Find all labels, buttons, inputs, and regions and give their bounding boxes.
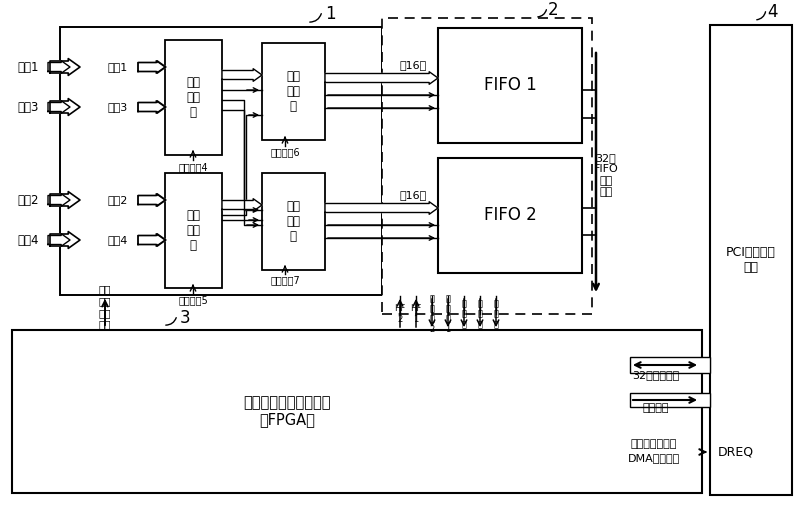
Text: DREQ: DREQ	[718, 445, 754, 459]
Bar	[710, 25, 792, 495]
Bar	[630, 393, 710, 407]
Polygon shape	[50, 191, 80, 208]
Text: FIFO 1: FIFO 1	[484, 76, 536, 94]
Text: 高16位: 高16位	[399, 190, 426, 200]
Text: DMA传输启动: DMA传输启动	[628, 453, 680, 463]
Text: 选择控制7: 选择控制7	[270, 275, 300, 285]
Text: 通道4: 通道4	[108, 235, 128, 245]
Text: 总缓存半满标志: 总缓存半满标志	[631, 439, 677, 449]
Text: PCI总线控制
芯片: PCI总线控制 芯片	[726, 246, 776, 274]
Polygon shape	[50, 99, 80, 116]
Bar	[382, 18, 592, 314]
Text: 4: 4	[768, 3, 778, 21]
Text: 低16位: 低16位	[399, 60, 426, 70]
Text: 通道1: 通道1	[18, 61, 38, 73]
Polygon shape	[48, 194, 70, 206]
Polygon shape	[222, 199, 262, 211]
Bar	[438, 158, 582, 273]
Polygon shape	[48, 101, 70, 114]
Text: 2: 2	[548, 1, 558, 19]
Text: 32位数据总线: 32位数据总线	[632, 370, 680, 380]
Text: 选择控制4: 选择控制4	[178, 162, 208, 172]
Text: 第五
选择
器: 第五 选择 器	[186, 209, 200, 251]
Polygon shape	[138, 194, 166, 206]
Polygon shape	[325, 72, 438, 84]
Polygon shape	[325, 202, 438, 214]
Text: 通道1: 通道1	[108, 62, 128, 72]
Bar	[12, 330, 702, 493]
Text: 数据
合并
状态
控制: 数据 合并 状态 控制	[98, 285, 111, 329]
Text: 选择控制5: 选择控制5	[178, 295, 208, 305]
Polygon shape	[50, 232, 80, 248]
Polygon shape	[50, 59, 80, 75]
Text: 通道2: 通道2	[18, 193, 38, 207]
Polygon shape	[138, 61, 165, 73]
Polygon shape	[138, 234, 166, 246]
Bar	[438, 28, 582, 143]
Polygon shape	[138, 194, 165, 206]
Text: 第七
选择
器: 第七 选择 器	[286, 200, 300, 242]
Bar	[262, 173, 325, 270]
Bar	[165, 40, 222, 155]
Text: 写
使
能
1: 写 使 能 1	[446, 294, 450, 334]
Text: 通道4: 通道4	[18, 234, 38, 246]
Polygon shape	[48, 61, 70, 73]
Text: HF
2: HF 2	[394, 304, 406, 324]
Bar	[630, 357, 710, 373]
Text: 32位
FIFO
数据
流向: 32位 FIFO 数据 流向	[594, 153, 618, 197]
Polygon shape	[222, 69, 262, 81]
Bar	[165, 173, 222, 288]
Text: 3: 3	[180, 309, 190, 327]
Text: 写
使
能
2: 写 使 能 2	[430, 294, 434, 334]
Text: 通道3: 通道3	[108, 102, 128, 112]
Text: 选择控制6: 选择控制6	[270, 147, 300, 157]
Text: 第六
选择
器: 第六 选择 器	[286, 70, 300, 112]
Bar	[262, 43, 325, 140]
Polygon shape	[138, 234, 165, 246]
Text: 通道3: 通道3	[18, 100, 38, 114]
Text: FIFO 2: FIFO 2	[484, 206, 536, 224]
Text: 第四
选择
器: 第四 选择 器	[186, 75, 200, 119]
Text: 1: 1	[325, 5, 335, 23]
Text: 写
时
钟: 写 时 钟	[462, 299, 466, 329]
Polygon shape	[138, 101, 166, 114]
Text: 通道2: 通道2	[108, 195, 128, 205]
Text: 地址总线: 地址总线	[642, 403, 670, 413]
Text: 读
使
能: 读 使 能	[478, 299, 482, 329]
Text: HF
1: HF 1	[410, 304, 422, 324]
Polygon shape	[138, 101, 165, 114]
Bar	[60, 27, 382, 295]
Polygon shape	[138, 61, 166, 73]
Polygon shape	[48, 234, 70, 246]
Text: 读
时
钟: 读 时 钟	[494, 299, 498, 329]
Text: 多路数据合并控制单元
（FPGA）: 多路数据合并控制单元 （FPGA）	[243, 395, 330, 427]
